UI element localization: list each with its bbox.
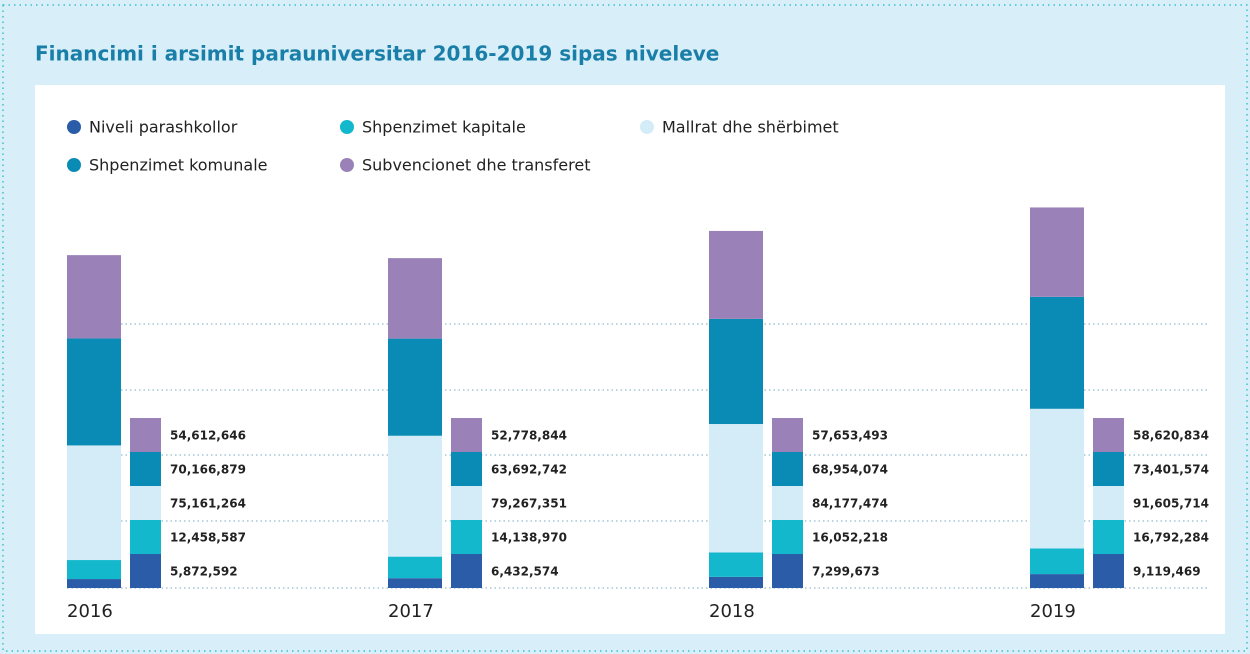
chart-title: Financimi i arsimit parauniversitar 2016… <box>35 42 719 66</box>
bar-segment <box>1030 408 1084 549</box>
bar-segment <box>1030 548 1084 575</box>
data-label: 79,267,351 <box>491 497 567 511</box>
label-key <box>772 554 803 588</box>
x-tick-label: 2017 <box>388 601 434 622</box>
data-label: 91,605,714 <box>1133 497 1209 511</box>
data-label: 73,401,574 <box>1133 463 1209 477</box>
x-tick-label: 2016 <box>67 601 113 622</box>
bar-segment <box>1030 207 1084 297</box>
label-key <box>1093 554 1124 588</box>
label-key <box>1093 418 1124 452</box>
bar-segment <box>709 318 763 425</box>
data-label: 12,458,587 <box>170 531 246 545</box>
label-key <box>451 418 482 452</box>
bar-segment <box>388 258 442 339</box>
data-label: 63,692,742 <box>491 463 567 477</box>
bar-segment <box>67 255 121 339</box>
label-key <box>130 520 161 554</box>
bar-segment <box>388 556 442 579</box>
data-label: 9,119,469 <box>1133 565 1201 579</box>
label-key <box>1093 486 1124 520</box>
legend-label: Niveli parashkollor <box>89 118 238 137</box>
x-tick-label: 2018 <box>709 601 755 622</box>
label-key <box>130 418 161 452</box>
label-key <box>130 452 161 486</box>
bar-segment <box>1030 574 1084 588</box>
label-key <box>1093 452 1124 486</box>
legend-swatch <box>340 158 354 172</box>
label-key <box>1093 520 1124 554</box>
bar-segment <box>67 560 121 580</box>
label-key <box>772 452 803 486</box>
bar-segment <box>388 435 442 557</box>
label-key <box>451 452 482 486</box>
label-key <box>772 486 803 520</box>
data-label: 84,177,474 <box>812 497 888 511</box>
bar-segment <box>709 576 763 588</box>
data-label: 52,778,844 <box>491 429 567 443</box>
data-label: 7,299,673 <box>812 565 880 579</box>
legend-label: Subvencionet dhe transferet <box>362 156 590 175</box>
legend-label: Mallrat dhe shërbimet <box>662 118 839 137</box>
guide-lines <box>67 323 1208 589</box>
data-label: 58,620,834 <box>1133 429 1209 443</box>
data-label: 16,052,218 <box>812 531 888 545</box>
label-key <box>451 554 482 588</box>
data-label: 54,612,646 <box>170 429 246 443</box>
data-label: 5,872,592 <box>170 565 238 579</box>
label-key <box>130 486 161 520</box>
label-key <box>772 520 803 554</box>
legend-swatch <box>340 120 354 134</box>
bar-segment <box>388 338 442 436</box>
label-key <box>451 486 482 520</box>
bar-segment <box>388 578 442 588</box>
label-key <box>772 418 803 452</box>
legend-label: Shpenzimet komunale <box>89 156 268 175</box>
bar-segment <box>67 579 121 588</box>
data-label: 14,138,970 <box>491 531 567 545</box>
x-tick-label: 2019 <box>1030 601 1076 622</box>
data-label: 6,432,574 <box>491 565 559 579</box>
bar-segment <box>1030 296 1084 409</box>
data-label: 68,954,074 <box>812 463 888 477</box>
bar-segment <box>67 445 121 561</box>
legend-swatch <box>67 158 81 172</box>
frame <box>2 4 1248 652</box>
panel <box>35 85 1225 634</box>
label-key <box>130 554 161 588</box>
bar-segment <box>709 552 763 577</box>
data-label: 70,166,879 <box>170 463 246 477</box>
bar-segment <box>709 230 763 319</box>
legend-label: Shpenzimet kapitale <box>362 118 526 137</box>
bar-segment <box>709 424 763 553</box>
data-label: 57,653,493 <box>812 429 888 443</box>
bar-segment <box>67 338 121 446</box>
legend-swatch <box>67 120 81 134</box>
data-label: 16,792,284 <box>1133 531 1209 545</box>
legend-swatch <box>640 120 654 134</box>
data-label: 75,161,264 <box>170 497 246 511</box>
label-key <box>451 520 482 554</box>
